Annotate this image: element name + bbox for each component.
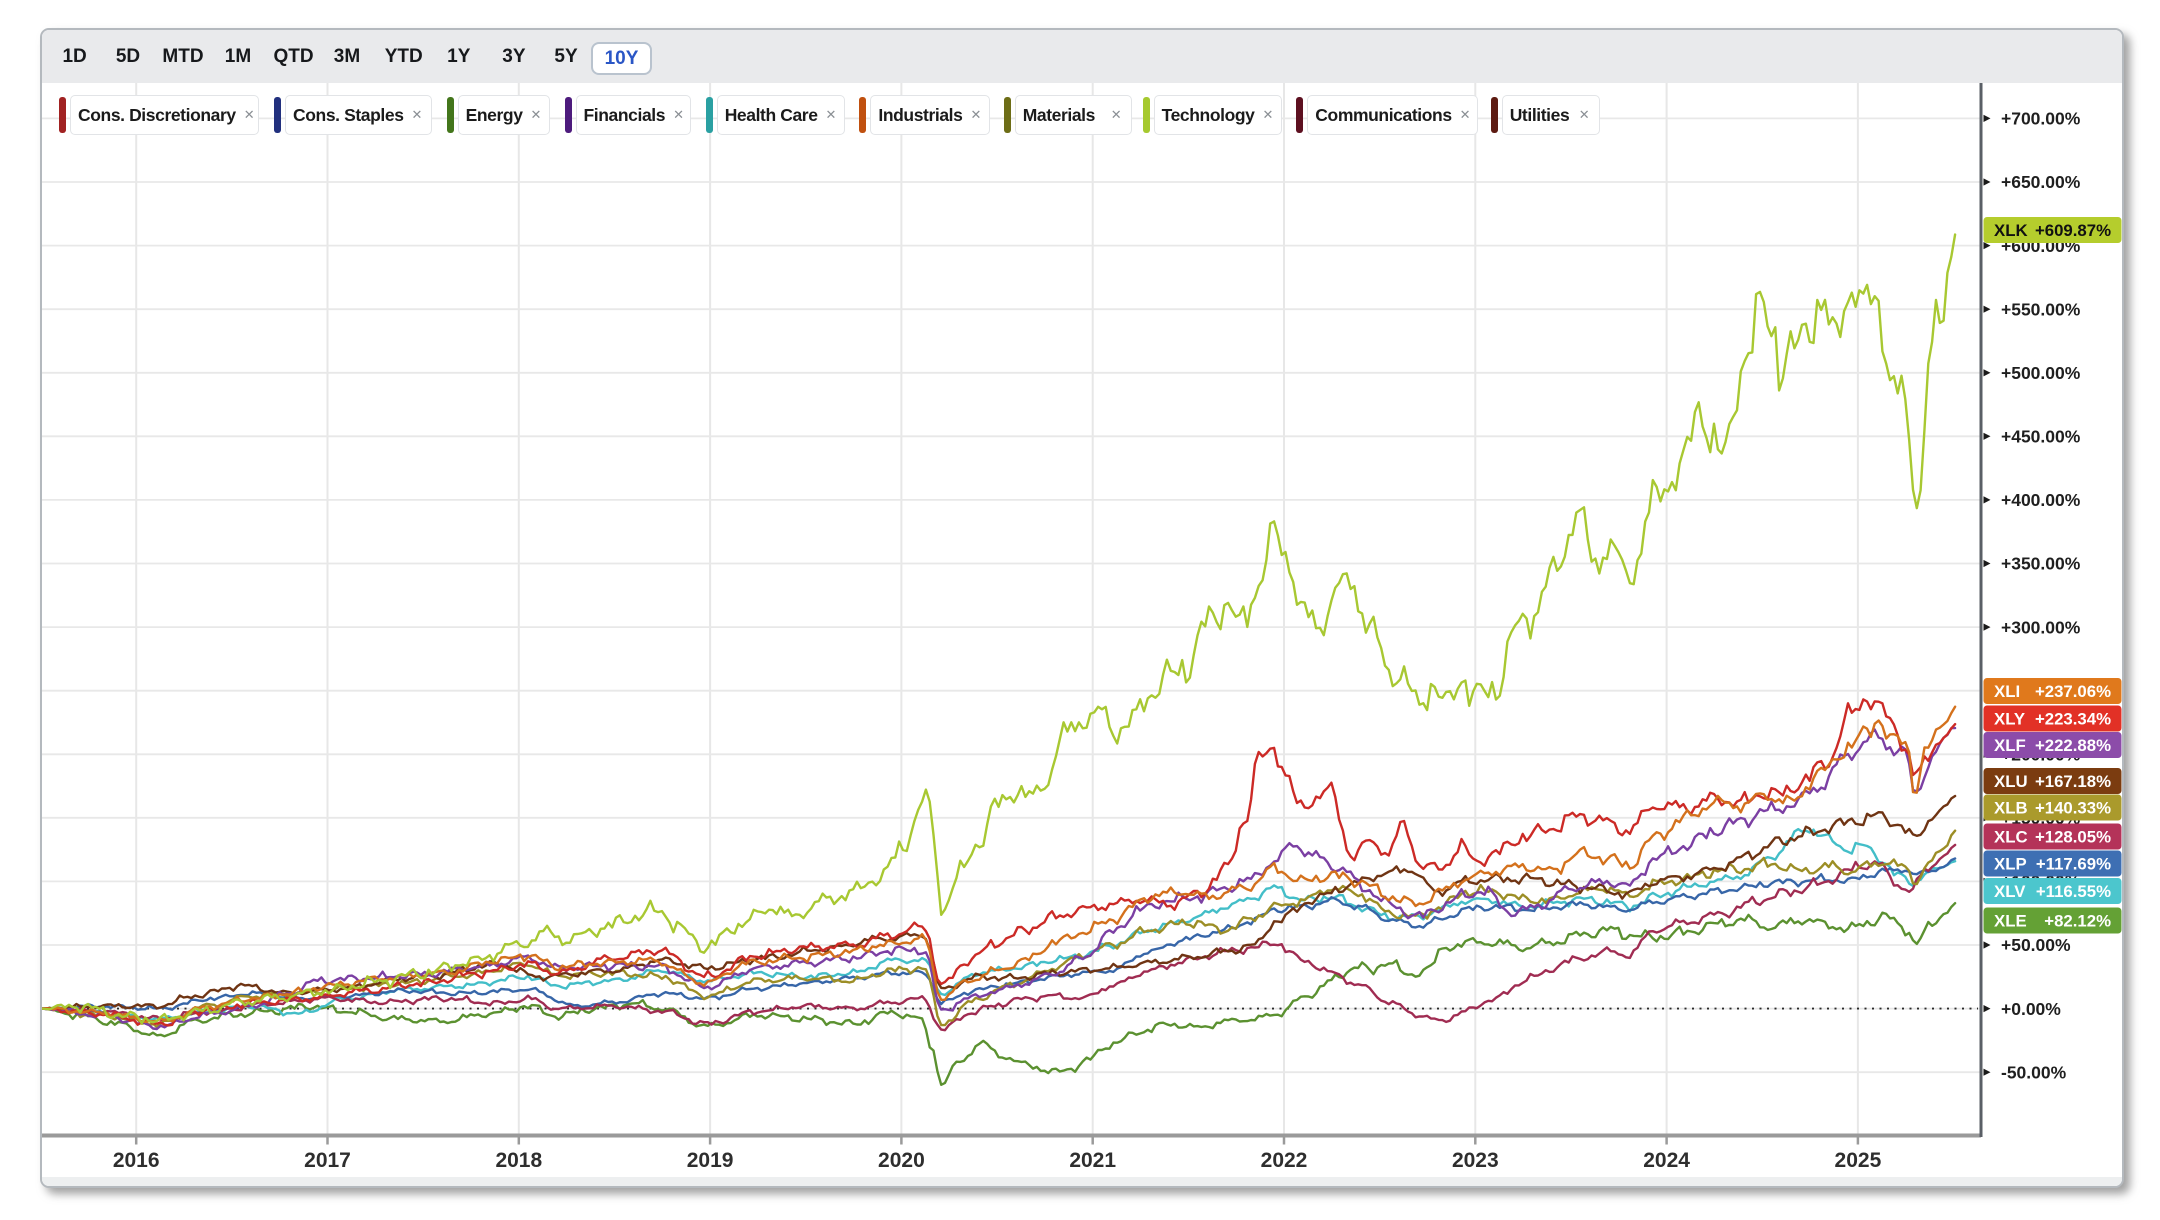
svg-text:+450.00%: +450.00% [2001,427,2081,447]
svg-text:+222.88%: +222.88% [2035,736,2111,755]
svg-text:XLB: XLB [1994,799,2028,818]
svg-text:+300.00%: +300.00% [2001,617,2081,637]
svg-text:XLP: XLP [1994,855,2027,874]
svg-text:XLK: XLK [1994,221,2028,240]
svg-text:+223.34%: +223.34% [2035,710,2111,729]
svg-text:XLE: XLE [1994,912,2027,931]
svg-text:XLV: XLV [1994,882,2026,901]
svg-text:XLY: XLY [1994,710,2025,729]
svg-text:2017: 2017 [304,1149,351,1172]
svg-text:+128.05%: +128.05% [2035,828,2111,847]
svg-text:+167.18%: +167.18% [2035,772,2111,791]
svg-text:+350.00%: +350.00% [2001,554,2081,574]
svg-text:2021: 2021 [1069,1149,1116,1172]
svg-text:2020: 2020 [878,1149,925,1172]
svg-text:+400.00%: +400.00% [2001,490,2081,510]
svg-text:2023: 2023 [1452,1149,1499,1172]
svg-text:2018: 2018 [495,1149,542,1172]
svg-text:XLC: XLC [1994,828,2028,847]
svg-text:XLF: XLF [1994,736,2026,755]
svg-text:+117.69%: +117.69% [2036,855,2111,874]
svg-text:+82.12%: +82.12% [2044,912,2111,931]
svg-text:2016: 2016 [113,1149,160,1172]
svg-text:2025: 2025 [1835,1149,1882,1172]
svg-text:XLU: XLU [1994,772,2028,791]
svg-text:+550.00%: +550.00% [2001,299,2081,319]
svg-text:+650.00%: +650.00% [2001,172,2081,192]
svg-text:+50.00%: +50.00% [2001,935,2071,955]
svg-text:+500.00%: +500.00% [2001,363,2081,383]
svg-text:+140.33%: +140.33% [2035,799,2111,818]
svg-text:2024: 2024 [1643,1149,1690,1172]
svg-text:+237.06%: +237.06% [2035,682,2111,701]
svg-text:+0.00%: +0.00% [2001,999,2061,1019]
svg-text:XLI: XLI [1994,682,2020,701]
svg-text:+700.00%: +700.00% [2001,109,2081,129]
svg-text:+116.55%: +116.55% [2036,882,2111,901]
svg-text:2022: 2022 [1261,1149,1308,1172]
svg-text:+609.87%: +609.87% [2035,221,2111,240]
svg-text:2019: 2019 [687,1149,734,1172]
svg-text:-50.00%: -50.00% [2001,1062,2067,1082]
